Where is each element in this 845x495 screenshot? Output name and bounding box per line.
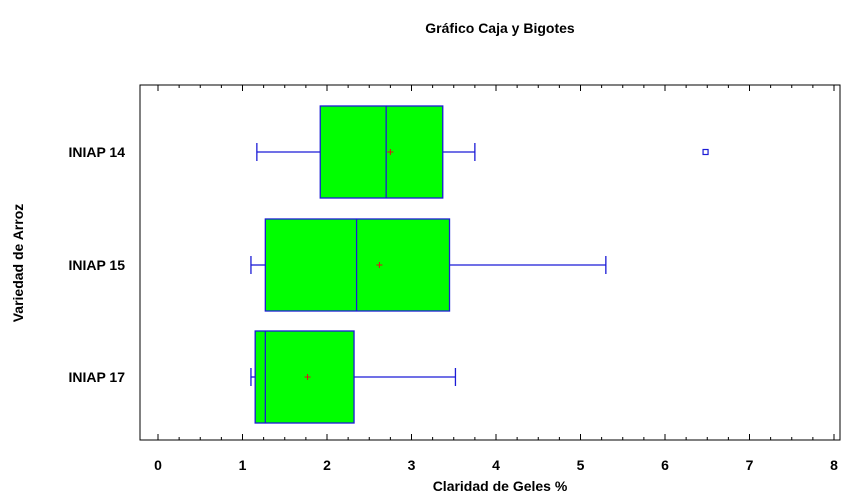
x-tick-label: 3 [408, 457, 416, 473]
x-tick-label: 5 [577, 457, 585, 473]
x-tick-label: 1 [239, 457, 247, 473]
category-label: INIAP 17 [68, 369, 125, 385]
category-label: INIAP 14 [68, 144, 125, 160]
box [264, 218, 451, 312]
x-tick-label: 0 [154, 457, 162, 473]
x-tick-label: 8 [830, 457, 838, 473]
x-tick-label: 6 [661, 457, 669, 473]
x-axis-label: Claridad de Geles % [432, 478, 568, 494]
chart-title: Gráfico Caja y Bigotes [425, 20, 575, 36]
outlier-point [702, 148, 709, 156]
category-label: INIAP 15 [68, 257, 125, 273]
x-tick-label: 2 [323, 457, 331, 473]
x-tick-label: 4 [492, 457, 500, 473]
x-tick-label: 7 [746, 457, 754, 473]
box [319, 105, 444, 199]
plot-frame [139, 84, 841, 441]
